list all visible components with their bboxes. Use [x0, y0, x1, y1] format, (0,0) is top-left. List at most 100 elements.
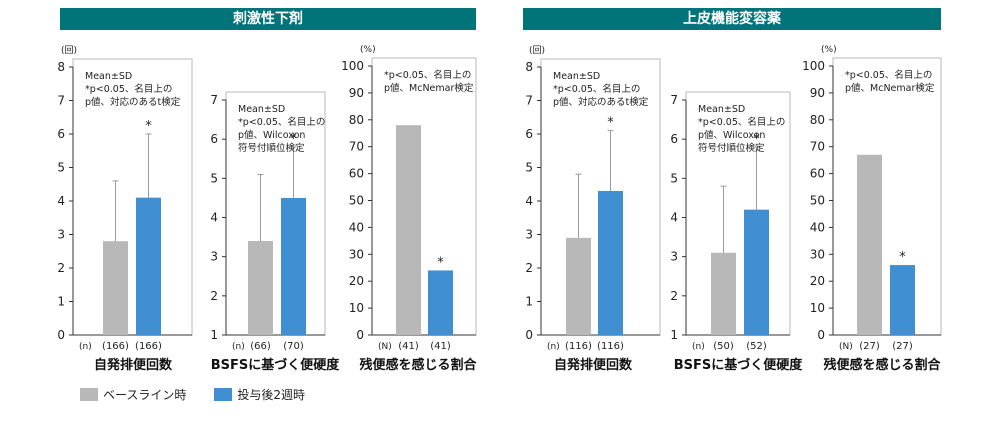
legend-item-after: 投与後2週時 — [214, 386, 305, 403]
chart5-note-line: *p<0.05、名目上の — [698, 116, 785, 128]
chart3-n-value: (41) — [430, 341, 451, 352]
chart4-y-tick-label: 0 — [525, 328, 533, 342]
chart5-y-tick-label: 6 — [670, 132, 678, 146]
chart6-y-tick-label: 90 — [810, 86, 825, 100]
chart3-unit-label: (%) — [360, 45, 376, 55]
chart2-significance-mark: * — [290, 132, 297, 147]
chart6-bar-after — [890, 265, 915, 335]
header-stimulant-laxative: 刺激性下剤 — [60, 8, 476, 30]
chart5-n-label: (n) — [692, 342, 705, 352]
chart5-title: BSFSに基づく便硬度 — [674, 357, 804, 373]
chart6-y-tick-label: 60 — [810, 167, 825, 181]
chart5-note-line: 符号付順位検定 — [698, 142, 765, 154]
chart5-bar-after — [744, 209, 769, 335]
chart1-n-value: (166) — [102, 341, 129, 352]
chart1-bar-after — [136, 197, 161, 335]
chart3-y-tick-label: 80 — [349, 113, 364, 127]
chart3-y-tick-label: 10 — [349, 301, 364, 315]
legend-swatch-after — [214, 387, 233, 401]
chart5-n-value: (52) — [746, 341, 767, 352]
chart3-y-tick-label: 0 — [356, 328, 364, 342]
chart3-note-line: *p<0.05、名目上の — [384, 69, 471, 81]
chart5-bar-baseline — [711, 252, 736, 335]
chart1-y-tick-label: 0 — [57, 328, 65, 342]
chart6-y-tick-label: 40 — [810, 220, 825, 234]
chart3-n-label: (N) — [378, 342, 392, 352]
chart1-y-tick-label: 6 — [57, 127, 65, 141]
chart5-n-value: (50) — [713, 341, 734, 352]
chart5-y-tick-label: 4 — [670, 211, 678, 225]
chart2-note-line: Mean±SD — [238, 104, 285, 115]
chart1-bar-baseline — [103, 241, 128, 335]
legend-label-after: 投与後2週時 — [237, 387, 306, 402]
chart4-bar-after — [598, 190, 623, 335]
chart4-y-tick-label: 6 — [525, 127, 533, 141]
chart2-y-tick-label: 5 — [210, 171, 218, 185]
chart5-y-tick-label: 2 — [670, 289, 678, 303]
legend-swatch-baseline — [80, 387, 98, 401]
chart6-y-tick-label: 30 — [810, 247, 825, 261]
chart6-y-tick-label: 100 — [802, 59, 825, 73]
chart4-y-tick-label: 7 — [525, 94, 533, 108]
chart4-y-tick-label: 1 — [525, 295, 533, 309]
chart2-y-tick-label: 7 — [210, 93, 218, 107]
chart1-note-line: p値、対応のあるt検定 — [85, 96, 181, 108]
chart2-bar-after — [281, 197, 306, 335]
chart4-title: 自発排便回数 — [554, 357, 633, 373]
chart3-plot-frame — [371, 57, 477, 336]
chart1-unit-label: (回) — [61, 45, 77, 56]
chart6-y-tick-label: 10 — [810, 301, 825, 315]
chart3-y-tick-label: 90 — [349, 86, 364, 100]
chart5-y-tick-label: 3 — [670, 250, 678, 264]
chart4-y-tick-label: 3 — [525, 228, 533, 242]
chart5-y-tick-label: 7 — [670, 93, 678, 107]
header-epithelial-agent: 上皮機能変容薬 — [523, 8, 941, 30]
chart5-note-line: Mean±SD — [698, 104, 745, 115]
chart4-note-line: p値、対応のあるt検定 — [553, 96, 649, 108]
chart4-note-line: *p<0.05、名目上の — [553, 83, 640, 95]
chart2-bar-baseline — [248, 241, 273, 335]
chart1-y-tick-label: 3 — [57, 228, 65, 242]
chart3-y-tick-label: 70 — [349, 140, 364, 154]
chart6-n-label: (N) — [839, 342, 853, 352]
chart2-note-line: 符号付順位検定 — [238, 142, 305, 154]
chart6-n-value: (27) — [892, 341, 913, 352]
chart2-y-tick-label: 4 — [210, 211, 218, 225]
chart4-n-label: (n) — [547, 342, 560, 352]
chart2-note-line: *p<0.05、名目上の — [238, 116, 325, 128]
chart2-note-line: p値、Wilcoxon — [238, 129, 305, 141]
chart3-y-tick-label: 20 — [349, 274, 364, 288]
chart2-n-label: (n) — [232, 342, 245, 352]
chart5-y-tick-label: 5 — [670, 171, 678, 185]
chart1-y-tick-label: 2 — [57, 261, 65, 275]
chart1-title: 自発排便回数 — [94, 357, 173, 373]
chart3-y-tick-label: 60 — [349, 167, 364, 181]
chart4-n-value: (116) — [565, 341, 592, 352]
chart2-n-value: (70) — [283, 341, 304, 352]
chart1-y-tick-label: 1 — [57, 295, 65, 309]
chart2-y-tick-label: 6 — [210, 132, 218, 146]
chart2-y-tick-label: 1 — [210, 328, 218, 342]
chart1-note-line: Mean±SD — [85, 71, 132, 82]
chart1-significance-mark: * — [145, 119, 152, 134]
chart2-n-value: (66) — [250, 341, 271, 352]
chart6-y-tick-label: 20 — [810, 274, 825, 288]
chart3-significance-mark: * — [437, 255, 444, 270]
chart6-y-tick-label: 70 — [810, 140, 825, 154]
chart4-y-tick-label: 2 — [525, 261, 533, 275]
chart1-note-line: *p<0.05、名目上の — [85, 83, 172, 95]
legend-item-baseline: ベースライン時 — [80, 386, 186, 403]
chart1-y-tick-label: 5 — [57, 161, 65, 175]
chart1-y-tick-label: 8 — [57, 60, 65, 74]
chart6-unit-label: (%) — [821, 45, 837, 55]
chart4-note-line: Mean±SD — [553, 71, 600, 82]
chart3-y-tick-label: 50 — [349, 194, 364, 208]
chart1-y-tick-label: 7 — [57, 94, 65, 108]
chart4-significance-mark: * — [607, 116, 614, 131]
chart5-y-tick-label: 1 — [670, 328, 678, 342]
chart3-n-value: (41) — [398, 341, 419, 352]
chart2-y-tick-label: 3 — [210, 250, 218, 264]
chart6-title: 残便感を感じる割合 — [823, 357, 941, 373]
